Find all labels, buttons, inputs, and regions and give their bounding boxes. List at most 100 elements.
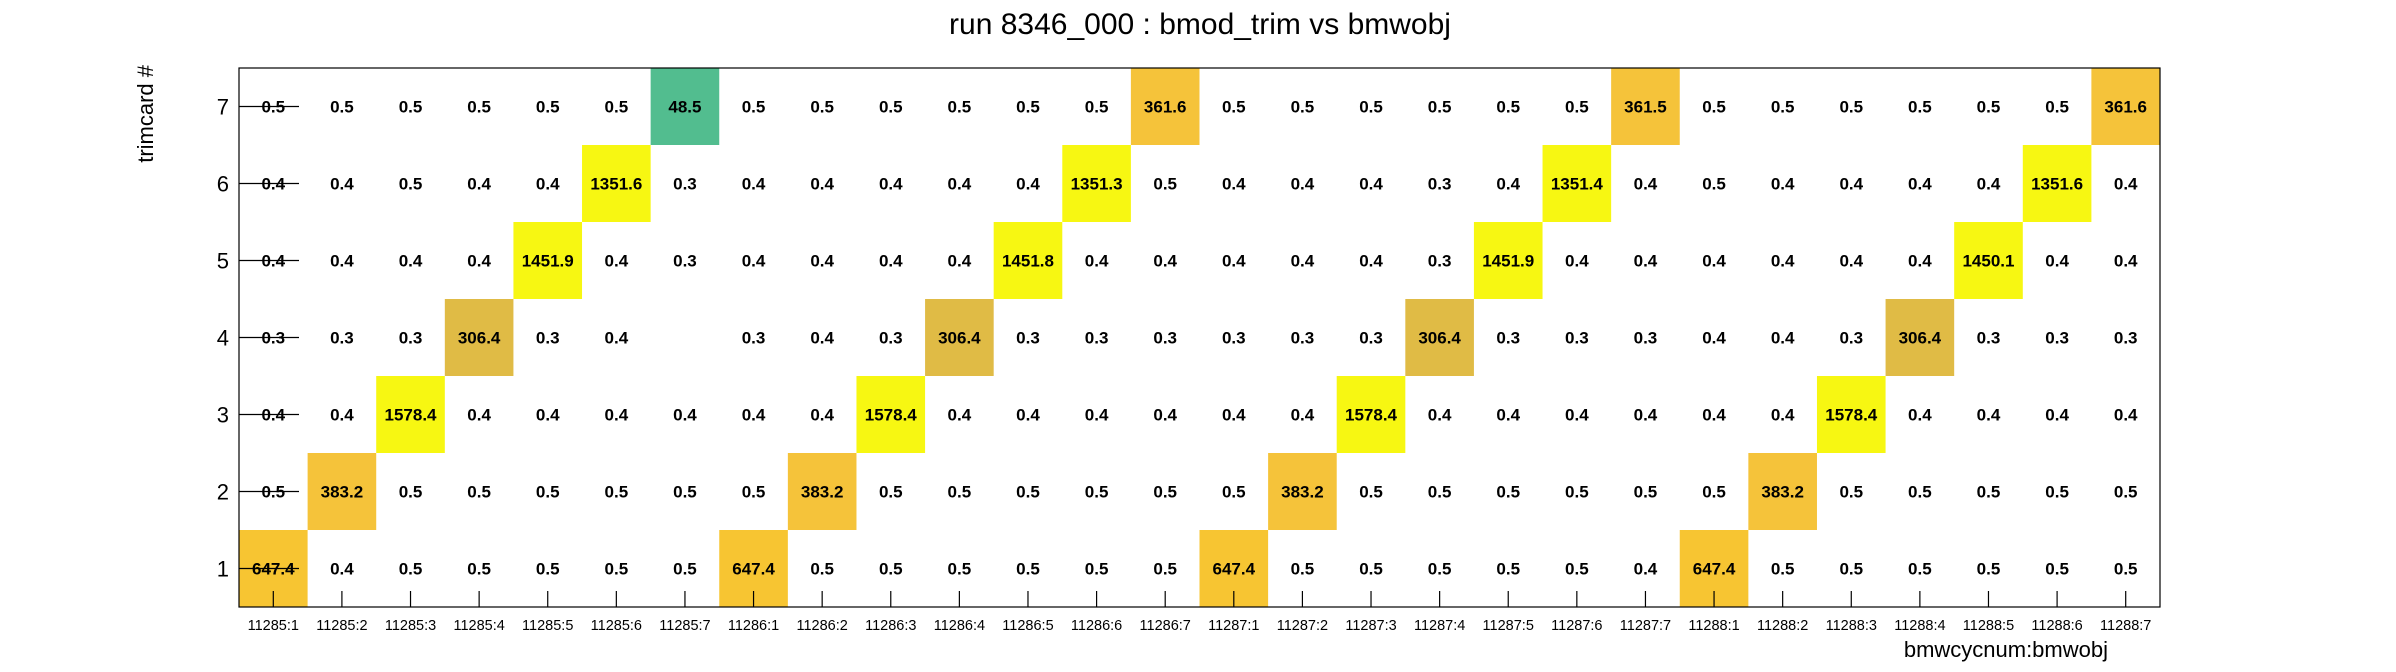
cell-value-label: 0.5 xyxy=(467,98,491,117)
heatmap-cell xyxy=(513,222,583,299)
y-tick-label: 6 xyxy=(217,172,229,197)
heatmap-cell xyxy=(1542,145,1612,222)
cell-value-label: 0.5 xyxy=(1771,98,1795,117)
cell-value-label: 0.5 xyxy=(1839,98,1863,117)
cell-value-label: 1578.4 xyxy=(865,406,918,425)
cell-value-label: 0.3 xyxy=(1977,329,2001,348)
cell-value-label: 0.5 xyxy=(879,560,903,579)
cell-value-label: 0.4 xyxy=(1908,252,1932,271)
y-tick-label: 1 xyxy=(217,557,229,582)
cell-value-label: 0.4 xyxy=(536,175,560,194)
cell-value-label: 383.2 xyxy=(801,483,844,502)
cell-value-label: 0.4 xyxy=(879,252,903,271)
cell-value-label: 0.5 xyxy=(536,560,560,579)
cell-value-label: 0.4 xyxy=(1496,406,1520,425)
cell-value-label: 0.4 xyxy=(261,175,285,194)
cell-value-label: 361.6 xyxy=(2104,98,2147,117)
cell-value-label: 0.5 xyxy=(673,483,697,502)
cell-value-label: 0.4 xyxy=(2114,175,2138,194)
cell-value-label: 647.4 xyxy=(732,560,775,579)
cell-value-label: 0.3 xyxy=(2114,329,2138,348)
x-tick-label: 11288:5 xyxy=(1963,618,2014,634)
cell-value-label: 0.5 xyxy=(1085,98,1109,117)
heatmap-cell xyxy=(856,376,926,453)
heatmap-cell xyxy=(1473,222,1543,299)
cell-value-label: 647.4 xyxy=(252,560,295,579)
cell-value-label: 0.4 xyxy=(467,406,491,425)
cell-value-label: 0.3 xyxy=(673,175,697,194)
x-tick-label: 11288:2 xyxy=(1757,618,1808,634)
cell-value-label: 1451.9 xyxy=(1482,252,1534,271)
cell-value-label: 0.4 xyxy=(1634,175,1658,194)
cell-value-label: 0.4 xyxy=(810,329,834,348)
cell-value-label: 0.5 xyxy=(536,98,560,117)
cell-value-label: 0.4 xyxy=(1222,406,1246,425)
cell-value-label: 0.4 xyxy=(948,252,972,271)
cell-value-label: 0.4 xyxy=(1291,252,1315,271)
cell-value-label: 0.3 xyxy=(1016,329,1040,348)
cell-value-label: 0.5 xyxy=(1085,560,1109,579)
cell-value-label: 0.4 xyxy=(536,406,560,425)
cell-value-label: 0.5 xyxy=(742,483,766,502)
cell-value-label: 0.5 xyxy=(1771,560,1795,579)
plot-frame xyxy=(238,67,2161,608)
cell-value-label: 0.5 xyxy=(1496,483,1520,502)
cell-value-label: 0.4 xyxy=(261,406,285,425)
cell-value-label: 306.4 xyxy=(938,329,981,348)
heatmap-cells xyxy=(239,68,2160,607)
cell-value-label: 0.4 xyxy=(467,252,491,271)
axis-ticks: 11285:1 11285:2 11285:3 11285:4 11285:5 11285… xyxy=(217,95,2152,635)
cell-value-label: 0.3 xyxy=(1222,329,1246,348)
cell-value-label: 0.5 xyxy=(605,560,629,579)
cell-value-label: 383.2 xyxy=(1761,483,1804,502)
y-tick-label: 3 xyxy=(217,403,229,428)
cell-value-label: 0.5 xyxy=(467,560,491,579)
heatmap-cell xyxy=(1062,145,1131,222)
cell-value-label: 0.5 xyxy=(810,98,834,117)
cell-value-label: 361.6 xyxy=(1144,98,1187,117)
cell-value-label: 0.5 xyxy=(330,98,354,117)
heatmap-cell xyxy=(650,68,720,145)
cell-value-label: 0.4 xyxy=(2045,406,2069,425)
heatmap-cell xyxy=(2091,68,2160,145)
cell-value-label: 0.4 xyxy=(399,252,423,271)
x-tick-label: 11287:3 xyxy=(1345,618,1396,634)
cell-value-label: 0.5 xyxy=(399,483,423,502)
cell-value-label: 0.3 xyxy=(1565,329,1589,348)
cell-value-label: 0.5 xyxy=(1908,560,1932,579)
cell-value-label: 1578.4 xyxy=(385,406,438,425)
y-axis-title: trimcard # xyxy=(133,64,158,163)
cell-value-label: 0.4 xyxy=(1771,175,1795,194)
cell-value-label: 0.5 xyxy=(1702,98,1726,117)
cell-value-label: 0.5 xyxy=(1016,98,1040,117)
cell-value-label: 0.5 xyxy=(1291,560,1315,579)
cell-value-label: 0.5 xyxy=(1359,98,1383,117)
cell-value-label: 0.5 xyxy=(1839,560,1863,579)
x-tick-label: 11285:3 xyxy=(385,618,436,634)
cell-value-label: 0.5 xyxy=(536,483,560,502)
cell-value-label: 0.3 xyxy=(1291,329,1315,348)
cell-value-label: 0.5 xyxy=(1153,560,1177,579)
x-tick-label: 11287:1 xyxy=(1208,618,1259,634)
x-tick-label: 11286:1 xyxy=(728,618,779,634)
cell-value-label: 0.4 xyxy=(1702,406,1726,425)
cell-value-label: 0.3 xyxy=(1428,252,1452,271)
cell-value-label: 0.4 xyxy=(1977,175,2001,194)
cell-value-label: 0.5 xyxy=(1496,98,1520,117)
cell-value-label: 0.3 xyxy=(1428,175,1452,194)
heatmap-cell xyxy=(1405,299,1474,376)
cell-value-label: 0.4 xyxy=(1839,175,1863,194)
cell-value-label: 1451.8 xyxy=(1002,252,1054,271)
heatmap-cell xyxy=(787,453,857,530)
cell-value-label: 0.5 xyxy=(1153,175,1177,194)
cell-value-label: 647.4 xyxy=(1213,560,1256,579)
cell-value-label: 0.4 xyxy=(1016,406,1040,425)
cell-value-label: 0.3 xyxy=(261,329,285,348)
cell-value-label: 0.3 xyxy=(742,329,766,348)
cell-value-label: 0.3 xyxy=(1839,329,1863,348)
cell-value-label: 48.5 xyxy=(668,98,701,117)
cell-value-label: 0.4 xyxy=(1634,560,1658,579)
cell-value-label: 0.4 xyxy=(1222,252,1246,271)
cell-value-label: 0.4 xyxy=(742,252,766,271)
heatmap-cell xyxy=(1748,453,1817,530)
